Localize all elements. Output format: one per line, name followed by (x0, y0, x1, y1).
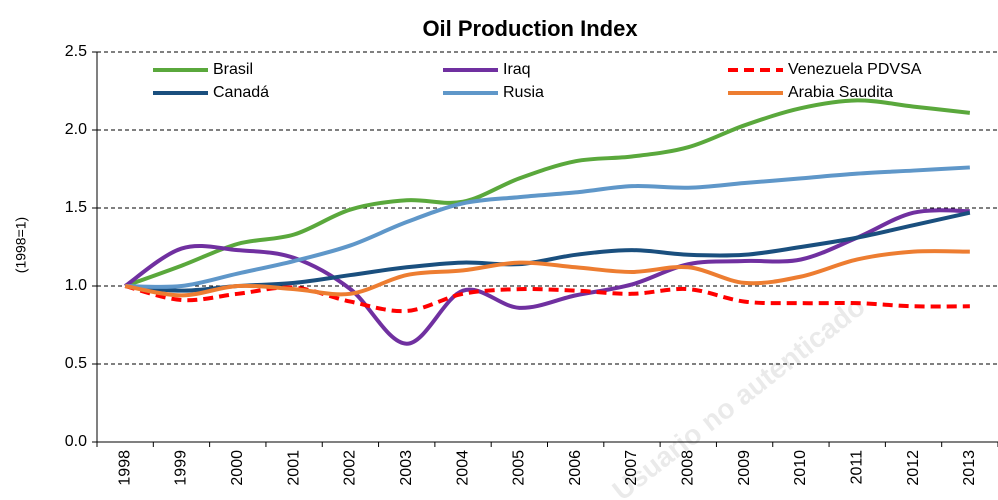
y-tick-label: 0.0 (65, 433, 87, 450)
legend-label: Canadá (213, 84, 269, 101)
x-tick-label: 2005 (511, 450, 528, 486)
series-line (124, 98, 971, 288)
legend-label: Arabia Saudita (788, 84, 893, 101)
x-tick-label: 2010 (792, 450, 809, 486)
y-tick-label: 1.5 (65, 199, 87, 216)
legend-label: Rusia (503, 84, 544, 101)
x-tick-label: 2007 (623, 450, 640, 486)
series-line (124, 208, 970, 346)
legend-label: Iraq (503, 61, 531, 78)
x-tick-label: 2013 (961, 450, 978, 486)
x-tick-label: 2011 (848, 450, 865, 485)
x-tick-label: 1998 (116, 450, 133, 486)
y-tick-label: 0.5 (65, 355, 87, 372)
y-tick-label: 2.0 (65, 121, 87, 138)
x-tick-label: 2000 (229, 450, 246, 486)
x-tick-label: 2002 (342, 450, 359, 486)
x-tick-label: 2012 (905, 450, 922, 486)
y-axis-label: (1998=1) (13, 217, 29, 273)
x-tick-label: 2003 (398, 450, 415, 486)
x-tick-label: 1999 (173, 450, 190, 486)
legend-label: Brasil (213, 61, 253, 78)
y-tick-label: 1.0 (65, 277, 87, 294)
x-tick-label: 2008 (680, 450, 697, 486)
series-line (124, 249, 970, 298)
series-line (125, 165, 970, 289)
x-tick-label: 2004 (454, 450, 471, 486)
x-tick-label: 2006 (567, 450, 584, 486)
legend-label: Venezuela PDVSA (788, 61, 922, 78)
series-line (124, 210, 971, 293)
x-tick-label: 2009 (736, 450, 753, 486)
x-tick-label: 2001 (285, 450, 302, 486)
y-tick-label: 2.5 (65, 43, 87, 60)
chart-title: Oil Production Index (422, 16, 638, 41)
